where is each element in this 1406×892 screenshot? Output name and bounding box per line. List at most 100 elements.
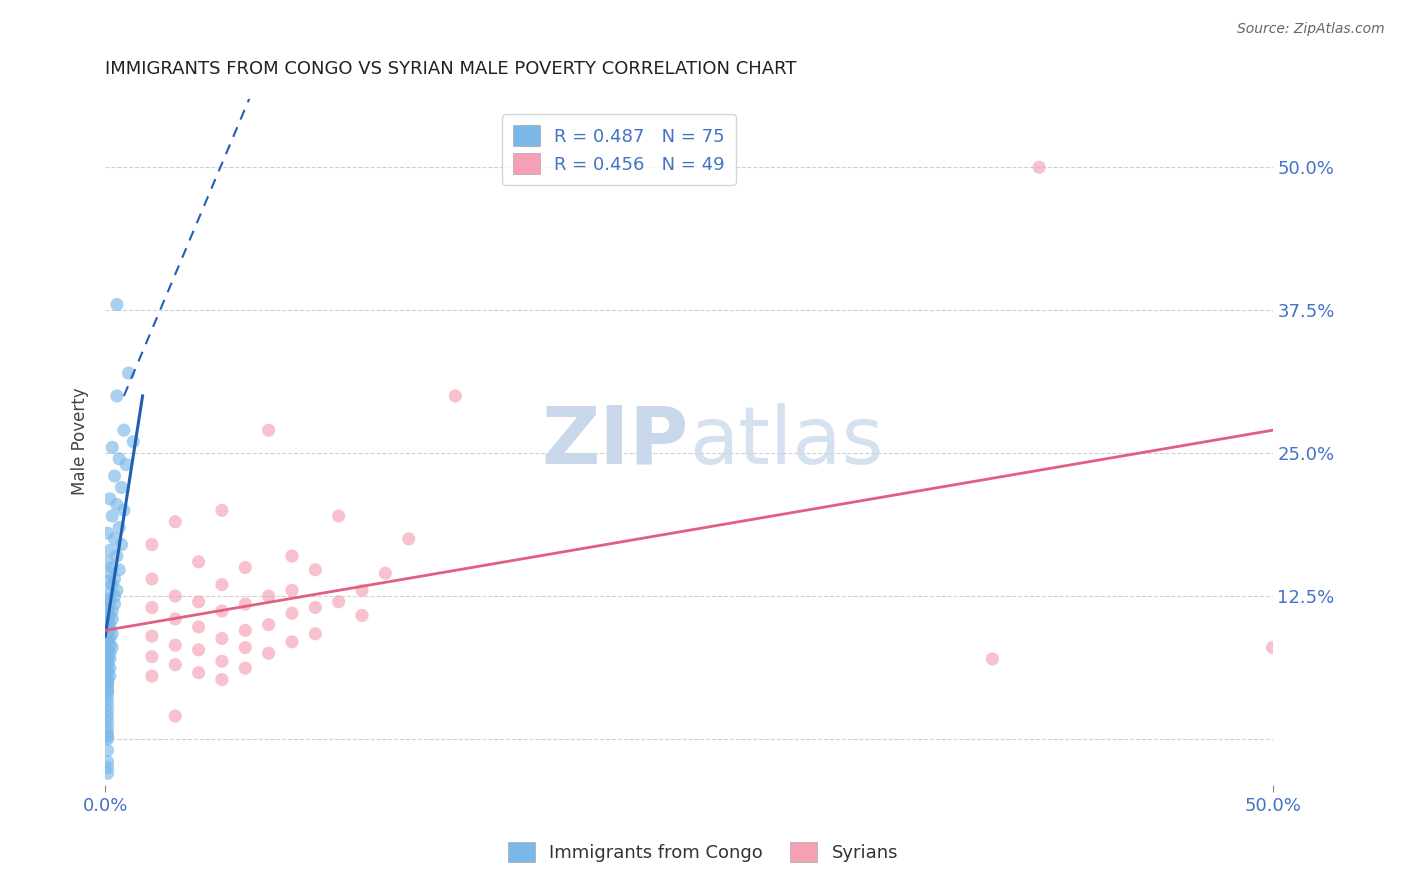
Point — [96, 526, 118, 541]
Point — [96, 574, 118, 589]
Point — [96, 730, 118, 744]
Point — [101, 627, 124, 641]
Point — [98, 646, 121, 660]
Point — [98, 617, 121, 632]
Point — [141, 649, 163, 664]
Point — [233, 560, 256, 574]
Point — [257, 646, 280, 660]
Point — [96, 761, 118, 775]
Legend: R = 0.487   N = 75, R = 0.456   N = 49: R = 0.487 N = 75, R = 0.456 N = 49 — [502, 114, 735, 185]
Point — [211, 604, 233, 618]
Point — [103, 572, 125, 586]
Point — [112, 423, 135, 437]
Point — [98, 608, 121, 623]
Point — [101, 612, 124, 626]
Point — [103, 532, 125, 546]
Point — [96, 698, 118, 712]
Point — [103, 597, 125, 611]
Point — [101, 508, 124, 523]
Point — [281, 549, 304, 563]
Point — [105, 549, 128, 563]
Point — [96, 677, 118, 691]
Point — [98, 624, 121, 638]
Y-axis label: Male Poverty: Male Poverty — [72, 388, 89, 495]
Point — [281, 635, 304, 649]
Point — [105, 583, 128, 598]
Point — [257, 423, 280, 437]
Point — [96, 681, 118, 695]
Point — [98, 543, 121, 558]
Point — [398, 532, 420, 546]
Point — [141, 600, 163, 615]
Point — [304, 563, 326, 577]
Point — [211, 577, 233, 591]
Point — [112, 503, 135, 517]
Point — [328, 508, 350, 523]
Point — [444, 389, 467, 403]
Point — [233, 640, 256, 655]
Point — [96, 766, 118, 780]
Point — [165, 612, 187, 626]
Point — [281, 583, 304, 598]
Point — [96, 755, 118, 769]
Point — [101, 560, 124, 574]
Point — [328, 595, 350, 609]
Point — [165, 589, 187, 603]
Point — [96, 657, 118, 672]
Legend: Immigrants from Congo, Syrians: Immigrants from Congo, Syrians — [501, 834, 905, 870]
Point — [98, 669, 121, 683]
Point — [98, 566, 121, 581]
Point — [211, 673, 233, 687]
Point — [101, 604, 124, 618]
Point — [96, 674, 118, 689]
Point — [211, 503, 233, 517]
Point — [117, 366, 139, 380]
Point — [96, 600, 118, 615]
Point — [103, 469, 125, 483]
Text: IMMIGRANTS FROM CONGO VS SYRIAN MALE POVERTY CORRELATION CHART: IMMIGRANTS FROM CONGO VS SYRIAN MALE POV… — [105, 60, 797, 78]
Point — [108, 451, 131, 466]
Point — [96, 642, 118, 657]
Point — [98, 661, 121, 675]
Point — [96, 726, 118, 740]
Point — [187, 665, 209, 680]
Text: Source: ZipAtlas.com: Source: ZipAtlas.com — [1237, 22, 1385, 37]
Point — [165, 657, 187, 672]
Point — [350, 608, 373, 623]
Point — [98, 491, 121, 506]
Point — [105, 498, 128, 512]
Point — [165, 709, 187, 723]
Point — [96, 709, 118, 723]
Point — [1028, 160, 1050, 174]
Point — [187, 595, 209, 609]
Point — [98, 585, 121, 599]
Point — [101, 441, 124, 455]
Point — [96, 635, 118, 649]
Point — [110, 538, 132, 552]
Point — [96, 673, 118, 687]
Point — [105, 297, 128, 311]
Point — [108, 520, 131, 534]
Point — [96, 665, 118, 680]
Point — [233, 597, 256, 611]
Point — [350, 583, 373, 598]
Point — [96, 686, 118, 700]
Point — [374, 566, 396, 581]
Point — [96, 620, 118, 634]
Point — [96, 606, 118, 620]
Point — [98, 632, 121, 646]
Point — [257, 589, 280, 603]
Text: atlas: atlas — [689, 402, 883, 481]
Point — [281, 606, 304, 620]
Point — [304, 627, 326, 641]
Point — [98, 652, 121, 666]
Point — [981, 652, 1004, 666]
Point — [96, 649, 118, 664]
Point — [165, 515, 187, 529]
Point — [96, 629, 118, 643]
Point — [211, 632, 233, 646]
Point — [187, 620, 209, 634]
Point — [141, 538, 163, 552]
Point — [1261, 640, 1284, 655]
Point — [105, 389, 128, 403]
